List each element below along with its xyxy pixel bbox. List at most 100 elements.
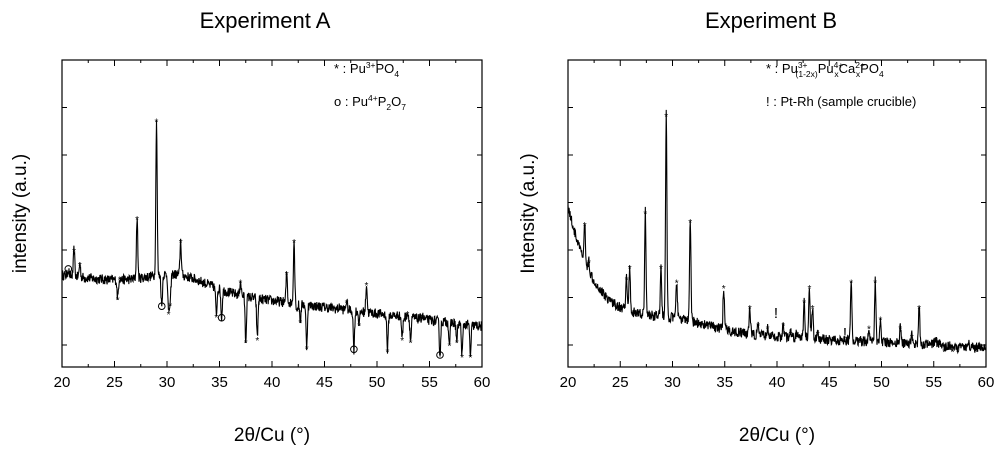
peak-marker-circle (64, 265, 73, 273)
legend-marker: ! : (766, 94, 780, 109)
legend-subscript: (1-2x) (796, 69, 818, 79)
peak-marker-star: * (659, 264, 663, 275)
legend-subscript: x (856, 69, 861, 79)
peak-marker-star: * (625, 275, 629, 286)
peak-marker-star: * (305, 344, 309, 355)
legend-text: Pu (782, 61, 798, 76)
x-axis-label: 2θ/Cu (°) (739, 425, 815, 446)
peak-marker-star: * (898, 324, 902, 335)
peak-marker-star: * (167, 310, 171, 321)
x-tick-label: 50 (369, 374, 386, 391)
peak-marker-star: * (386, 347, 390, 358)
legend-superscript: 4+ (834, 60, 844, 70)
peak-marker-star: * (879, 316, 883, 327)
peak-marker-star: * (643, 209, 647, 220)
peak-marker-star: * (748, 304, 752, 315)
peak-marker-star: * (688, 218, 692, 229)
peak-marker-star: * (255, 336, 259, 347)
peak-marker-circle (350, 345, 358, 354)
peak-marker-star: * (118, 275, 122, 286)
x-tick-label: 25 (106, 374, 123, 391)
peak-marker-star: * (873, 278, 877, 289)
peak-marker-star: * (409, 339, 413, 350)
peak-marker-star: * (400, 336, 404, 347)
diffraction-series (567, 109, 987, 355)
peak-marker-star: * (357, 321, 361, 332)
peak-marker-star: * (285, 270, 289, 281)
peak-marker-star: * (942, 347, 946, 358)
x-tick-label: 60 (474, 374, 491, 391)
peak-marker-star: * (168, 301, 172, 312)
peak-marker-star: * (802, 298, 806, 309)
peak-marker-star: * (795, 330, 799, 341)
peak-marker-star: * (849, 278, 853, 289)
x-tick-label: 20 (54, 374, 71, 391)
x-tick-label: 35 (716, 374, 733, 391)
legend-entry: * : Pu3+PO4 (334, 60, 399, 79)
peak-marker-star: * (816, 330, 820, 341)
chart-title: Experiment B (705, 8, 837, 33)
peak-marker-exclamation: ! (774, 305, 778, 322)
legend-marker: * : (334, 61, 350, 76)
peak-marker-star: * (239, 278, 243, 289)
y-axis-label: Intensity (a.u.) (518, 153, 539, 273)
legend-text: PO (376, 61, 395, 76)
peak-marker-circle (436, 351, 444, 359)
peak-marker-star: * (338, 304, 342, 315)
legend-entry: o : Pu4+P2O7 (334, 93, 406, 112)
x-tick-label: 55 (421, 374, 438, 391)
legend-subscript: 2 (386, 102, 391, 112)
peak-marker-star: * (974, 347, 978, 358)
peak-marker-star: * (807, 284, 811, 295)
peak-marker-star: * (675, 278, 679, 289)
peak-marker-star: * (298, 319, 302, 330)
diffraction-series (61, 120, 483, 358)
legend-subscript: 7 (401, 102, 406, 112)
x-tick-label: 45 (821, 374, 838, 391)
legend-subscript: 4 (879, 69, 884, 79)
x-tick-label: 50 (873, 374, 890, 391)
peak-marker-star: * (664, 112, 668, 123)
x-tick-label: 55 (925, 374, 942, 391)
x-tick-label: 40 (264, 374, 281, 391)
peak-marker-star: * (781, 321, 785, 332)
legend-superscript: 4+ (368, 93, 378, 103)
peak-marker-star: * (455, 339, 459, 350)
x-tick-label: 30 (159, 374, 176, 391)
peak-marker-star: * (587, 258, 591, 269)
legend-entry: * : Pu3+ (1-2x)Pu4+ xCa2+ xPO4 (766, 60, 884, 79)
peak-marker-star: * (917, 304, 921, 315)
legend-text: Pu (352, 94, 368, 109)
peak-marker-star: * (583, 221, 587, 232)
legend-text: Ca (839, 61, 856, 76)
peak-marker-star: * (867, 324, 871, 335)
peak-marker-exclamation: ! (843, 325, 847, 342)
legend-superscript: 3+ (798, 60, 808, 70)
peak-marker-star: * (628, 264, 632, 275)
peak-marker-star: * (345, 298, 349, 309)
peak-marker-star: * (858, 336, 862, 347)
peak-marker-star: * (910, 333, 914, 344)
x-tick-label: 25 (612, 374, 629, 391)
legend-text: Pt-Rh (sample crucible) (780, 94, 916, 109)
peak-marker-star: * (766, 324, 770, 335)
legend-marker: * : (766, 61, 782, 76)
peak-marker-star: * (135, 215, 139, 226)
x-tick-label: 40 (769, 374, 786, 391)
peak-marker-star: * (78, 261, 82, 272)
legend-text: P (378, 94, 387, 109)
peak-marker-star: * (951, 347, 955, 358)
legend-entry: ! : Pt-Rh (sample crucible) (766, 94, 916, 109)
x-tick-label: 20 (560, 374, 577, 391)
legend-superscript: 2+ (855, 60, 865, 70)
peak-marker-circle (217, 313, 226, 322)
legend-subscript: x (834, 69, 839, 79)
peak-marker-star: * (405, 310, 409, 321)
peak-marker-star: * (447, 342, 451, 353)
legend-superscript: 3+ (366, 60, 376, 70)
x-tick-label: 45 (316, 374, 333, 391)
peak-marker-star: * (756, 321, 760, 332)
